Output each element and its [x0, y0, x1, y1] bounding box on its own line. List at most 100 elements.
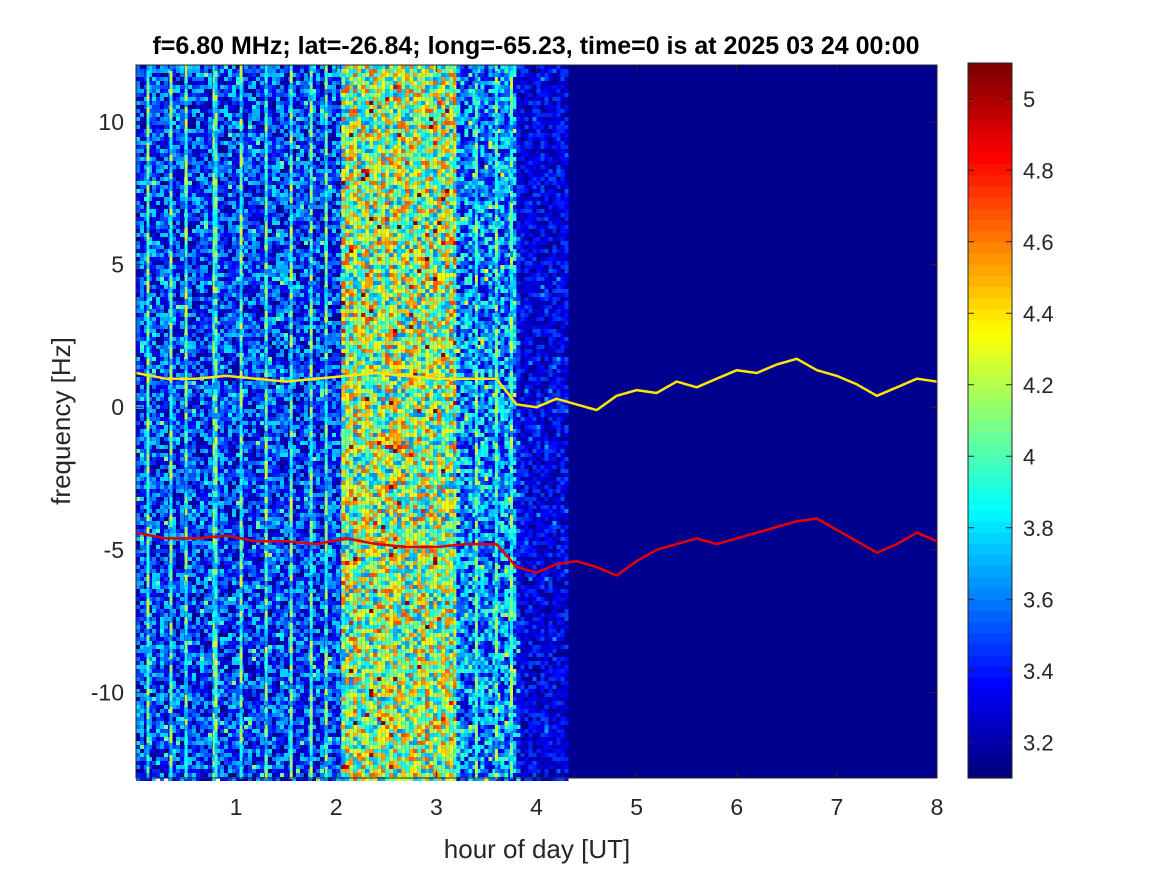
heatmap-cell [236, 97, 240, 101]
heatmap-cell [252, 713, 256, 717]
heatmap-cell [252, 229, 256, 233]
heatmap-cell [192, 653, 196, 657]
heatmap-cell [164, 429, 168, 433]
heatmap-cell [204, 673, 208, 677]
heatmap-cell [244, 125, 248, 129]
heatmap-cell [164, 233, 168, 237]
heatmap-cell [196, 701, 200, 705]
heatmap-cell [160, 341, 164, 345]
heatmap-cell [204, 473, 208, 477]
heatmap-cell [180, 73, 184, 77]
heatmap-cell [236, 385, 240, 389]
heatmap-cell [200, 289, 204, 293]
heatmap-cell [192, 361, 196, 365]
heatmap-cell [208, 341, 212, 345]
heatmap-cell [152, 265, 156, 269]
heatmap-cell [192, 161, 196, 165]
heatmap-cell [172, 641, 176, 645]
heatmap-cell [156, 169, 160, 173]
heatmap-cell [192, 429, 196, 433]
heatmap-cell [200, 225, 204, 229]
heatmap-cell [220, 193, 224, 197]
heatmap-cell [160, 629, 164, 633]
heatmap-cell [176, 589, 180, 593]
heatmap-cell [224, 297, 228, 301]
heatmap-cell [248, 729, 252, 733]
heatmap-cell [244, 213, 248, 217]
heatmap-cell [232, 421, 236, 425]
heatmap-cell [136, 421, 140, 425]
heatmap-cell [156, 193, 160, 197]
heatmap-cell [164, 225, 168, 229]
heatmap-cell [248, 141, 252, 145]
heatmap-cell [248, 373, 252, 377]
heatmap-cell [188, 489, 192, 493]
heatmap-cell [204, 541, 208, 545]
heatmap-cell [248, 101, 252, 105]
heatmap-cell [196, 317, 200, 321]
heatmap-cell [236, 745, 240, 749]
heatmap-cell [236, 437, 240, 441]
heatmap-cell [156, 597, 160, 601]
heatmap-cell [156, 173, 160, 177]
heatmap-cell [220, 121, 224, 125]
heatmap-cell [252, 77, 256, 81]
heatmap-cell [156, 521, 160, 525]
heatmap-cell [252, 577, 256, 581]
heatmap-cell [208, 321, 212, 325]
heatmap-cell [228, 185, 232, 189]
heatmap-cell [172, 737, 176, 741]
heatmap-cell [196, 81, 200, 85]
heatmap-cell [152, 329, 156, 333]
heatmap-cell [152, 297, 156, 301]
heatmap-cell [156, 453, 160, 457]
heatmap-cell [236, 349, 240, 353]
heatmap-cell [188, 573, 192, 577]
heatmap-cell [156, 525, 160, 529]
heatmap-cell [204, 353, 208, 357]
heatmap-cell [228, 417, 232, 421]
heatmap-cell [136, 277, 140, 281]
heatmap-cell [180, 669, 184, 673]
heatmap-cell [140, 109, 144, 113]
heatmap-cell [140, 673, 144, 677]
heatmap-cell [220, 381, 224, 385]
heatmap-cell [224, 649, 228, 653]
heatmap-cell [248, 733, 252, 737]
heatmap-cell [200, 741, 204, 745]
heatmap-cell [180, 549, 184, 553]
heatmap-cell [192, 213, 196, 217]
heatmap-cell [172, 129, 176, 133]
heatmap-cell [244, 745, 248, 749]
heatmap-cell [192, 325, 196, 329]
heatmap-cell [156, 541, 160, 545]
heatmap-cell [172, 361, 176, 365]
heatmap-cell [208, 469, 212, 473]
heatmap-cell [164, 101, 168, 105]
heatmap-cell [204, 209, 208, 213]
heatmap-cell [188, 769, 192, 773]
heatmap-cell [160, 81, 164, 85]
heatmap-cell [200, 489, 204, 493]
heatmap-cell [220, 557, 224, 561]
heatmap-cell [156, 269, 160, 273]
heatmap-cells [136, 65, 569, 781]
heatmap-cell [208, 193, 212, 197]
heatmap-cell [220, 225, 224, 229]
heatmap-cell [224, 281, 228, 285]
heatmap-cell [152, 461, 156, 465]
heatmap-cell [140, 77, 144, 81]
heatmap-cell [188, 581, 192, 585]
heatmap-cell [176, 357, 180, 361]
heatmap-cell [196, 529, 200, 533]
heatmap-cell [192, 373, 196, 377]
heatmap-cell [220, 65, 224, 69]
heatmap-cell [176, 645, 180, 649]
heatmap-cell [220, 261, 224, 265]
heatmap-cell [208, 517, 212, 521]
heatmap-cell [204, 81, 208, 85]
heatmap-cell [172, 285, 176, 289]
heatmap-cell [172, 669, 176, 673]
heatmap-cell [172, 81, 176, 85]
heatmap-cell [204, 509, 208, 513]
